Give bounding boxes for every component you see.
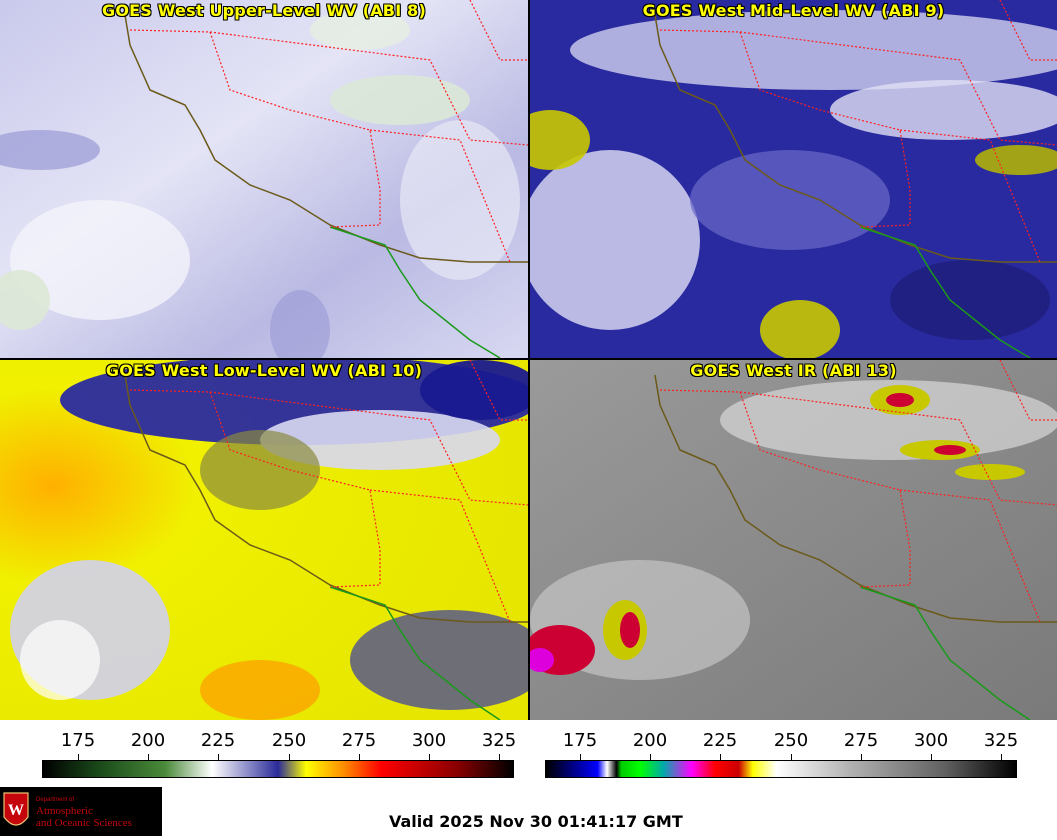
colorbar-tick-mark [720,754,721,760]
colorbar-tick-mark [931,754,932,760]
colorbar-ir-ramp [545,760,1017,778]
colorbar-tick-label: 250 [773,730,809,751]
colorbar-wv-ticks: 175 200 225 250 275 300 325 [0,722,528,760]
valid-time: Valid 2025 Nov 30 01:41:17 GMT [389,812,683,831]
colorbar-tick-mark [218,754,219,760]
colorbar-tick-mark [289,754,290,760]
colorbar-tick-mark [1001,754,1002,760]
colorbar-tick-mark [580,754,581,760]
colorbar-tick-mark [499,754,500,760]
crest-letter: W [8,802,24,819]
colorbar-tick-mark [148,754,149,760]
logo-line-1: Department of [36,797,74,803]
colorbar-tick-label: 175 [562,730,598,751]
colorbar-tick-label: 275 [341,730,377,751]
aos-logo: W Department of Atmospheric and Oceanic … [0,787,162,836]
colorbar-tick-mark [429,754,430,760]
colorbar-tick-mark [78,754,79,760]
colorbar-tick-label: 300 [411,730,447,751]
panel-title: GOES West Upper-Level WV (ABI 8) [102,1,426,20]
colorbar-tick-label: 325 [481,730,517,751]
colorbar-tick-mark [791,754,792,760]
panel-divider-vertical [528,0,530,720]
upper-wv-image [0,0,528,358]
panel-divider-horizontal [0,358,1057,360]
colorbar-tick-mark [359,754,360,760]
low-wv-image [0,360,528,720]
colorbar-tick-label: 325 [983,730,1019,751]
colorbar-tick-label: 275 [843,730,879,751]
colorbar-tick-label: 225 [702,730,738,751]
logo-line-3: and Oceanic Sciences [36,817,132,829]
colorbar-ir: 175 200 225 250 275 300 325 [530,722,1057,782]
logo-line-2: Atmospheric [36,805,93,817]
uw-crest-icon: W Department of Atmospheric and Oceanic … [3,792,132,829]
colorbar-tick-label: 175 [60,730,96,751]
colorbar-ir-ticks: 175 200 225 250 275 300 325 [530,722,1057,760]
colorbar-tick-label: 200 [632,730,668,751]
colorbar-tick-mark [650,754,651,760]
colorbar-tick-label: 225 [200,730,236,751]
colorbar-tick-label: 300 [913,730,949,751]
colorbar-tick-label: 250 [271,730,307,751]
panel-mid-wv: GOES West Mid-Level WV (ABI 9) [530,0,1057,358]
panel-title: GOES West Mid-Level WV (ABI 9) [642,1,945,20]
panel-title: GOES West IR (ABI 13) [690,361,897,380]
colorbar-wv-ramp [42,760,514,778]
colorbar-tick-mark [861,754,862,760]
colorbar-tick-label: 200 [130,730,166,751]
panel-ir: GOES West IR (ABI 13) [530,360,1057,720]
panel-title: GOES West Low-Level WV (ABI 10) [105,361,423,380]
panel-upper-wv: GOES West Upper-Level WV (ABI 8) [0,0,528,358]
mid-wv-image [530,0,1057,358]
colorbar-wv: 175 200 225 250 275 300 325 [0,722,528,782]
panel-low-wv: GOES West Low-Level WV (ABI 10) [0,360,528,720]
ir-image [530,360,1057,720]
